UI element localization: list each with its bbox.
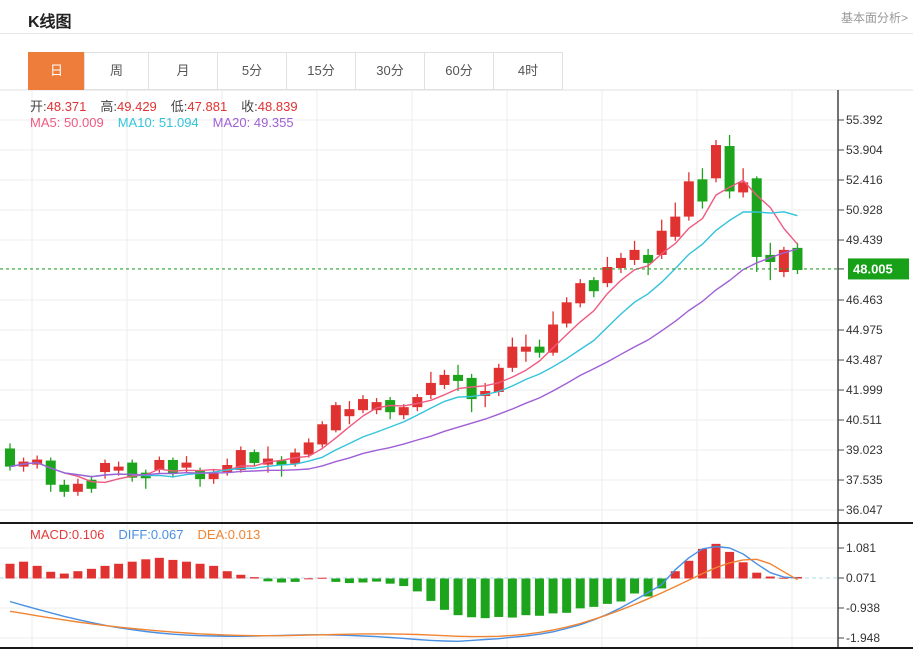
ohlc-close: 收:48.839 (241, 99, 297, 114)
tab-60分[interactable]: 60分 (424, 52, 494, 90)
axis-tick-label: 55.392 (846, 113, 883, 127)
tab-日[interactable]: 日 (28, 52, 85, 90)
ohlc-close-label: 收: (241, 99, 258, 114)
ohlc-high-label: 高: (100, 99, 118, 114)
axis-tick-label: 1.081 (846, 541, 876, 555)
ohlc-high-value: 49.429 (117, 99, 157, 114)
axis-tick-label: 0.071 (846, 571, 876, 585)
page-title: K线图 (28, 14, 72, 31)
ohlc-low-label: 低: (170, 99, 188, 114)
ohlc-low-value: 47.881 (187, 99, 228, 114)
axis-tick-label: 43.487 (846, 353, 883, 367)
diff-legend: DIFF:0.067 (118, 527, 184, 542)
axis-tick-label: 46.463 (846, 293, 883, 307)
axis-tick-label: 36.047 (846, 503, 883, 517)
macd-histogram (5, 543, 802, 619)
axis-tick-label: 40.511 (846, 413, 882, 427)
dea-legend: DEA:0.013 (197, 527, 261, 542)
ma20-legend: MA20: 49.355 (212, 115, 294, 130)
price-axis-labels: 55.392 53.904 52.416 50.928 49.439 46.463 44.9… (838, 113, 883, 517)
ma10-legend: MA10: 51.094 (117, 115, 199, 130)
fundamental-analysis-link[interactable]: 基本面分析> (840, 11, 908, 25)
ohlc-open-value: 48.371 (46, 99, 87, 114)
ma10-line (9, 211, 798, 478)
ohlc-open-label: 开: (30, 99, 47, 114)
ma5-legend: MA5: 50.009 (30, 115, 104, 130)
axis-tick-label: -1.948 (846, 631, 880, 645)
tab-30分[interactable]: 30分 (355, 52, 425, 90)
ma-info-row: MA5: 50.009 MA10: 51.094 MA20: 49.355 (30, 115, 308, 130)
tab-15分[interactable]: 15分 (286, 52, 356, 90)
axis-tick-label: 44.975 (846, 323, 883, 337)
chart-frame (0, 33, 913, 649)
ohlc-open: 开:48.371 (30, 99, 86, 114)
axis-tick-label: -0.938 (846, 601, 880, 615)
macd-info-row: MACD:0.106 DIFF:0.067 DEA:0.013 (30, 527, 274, 542)
axis-tick-label: 37.535 (846, 473, 883, 487)
candles-layer (5, 134, 803, 497)
dea-line (9, 558, 798, 638)
ohlc-low: 低:47.881 (171, 99, 227, 114)
current-price-label: 48.005 (853, 261, 893, 276)
axis-tick-label: 39.023 (846, 443, 883, 457)
tab-4时[interactable]: 4时 (493, 52, 563, 90)
current-price-badge: 48.005 (848, 258, 909, 280)
ohlc-info-row: 开:48.371 高:49.429 低:47.881 收:48.839 (30, 96, 312, 115)
gridlines (0, 90, 838, 648)
tab-5分[interactable]: 5分 (217, 52, 287, 90)
period-tabbar: 日周月 5分 15分 30分 60分 4时 (28, 52, 563, 90)
macd-legend: MACD:0.106 (30, 527, 105, 542)
axis-tick-label: 52.416 (846, 173, 883, 187)
axis-tick-label: 50.928 (846, 203, 883, 217)
tab-周[interactable]: 周 (84, 52, 149, 90)
macd-axis-labels: 1.081 0.071 -0.938 -1.948 (838, 541, 880, 645)
ma20-line (9, 248, 798, 478)
ohlc-high: 高:49.429 (100, 99, 156, 114)
tab-月[interactable]: 月 (148, 52, 218, 90)
axis-tick-label: 49.439 (846, 233, 883, 247)
diff-line (9, 545, 798, 642)
axis-tick-label: 53.904 (846, 143, 883, 157)
ohlc-close-value: 48.839 (257, 99, 298, 114)
axis-tick-label: 41.999 (846, 383, 883, 397)
